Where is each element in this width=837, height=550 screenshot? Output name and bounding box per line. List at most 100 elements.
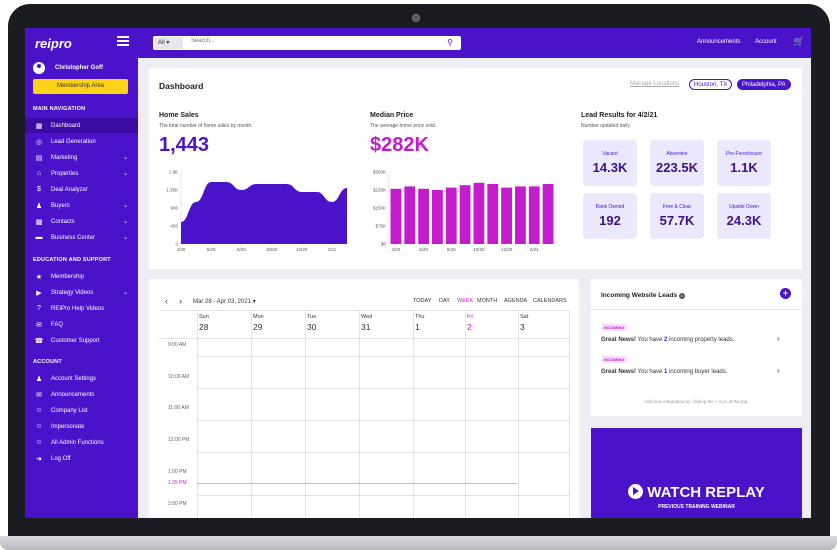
median-price-subtitle: The average home price sold.: [370, 123, 437, 129]
bar: [404, 186, 416, 244]
manage-locations-link[interactable]: Manage Locations: [630, 81, 680, 87]
sidebar-item-impersonate[interactable]: ☺ Impersonate: [35, 423, 85, 430]
group-icon: ☺: [35, 439, 43, 446]
sidebar-item-properties[interactable]: ⌂ Properties ⌄: [25, 166, 138, 181]
sidebar-item-deal-analyzer[interactable]: $ Deal Analyzer: [25, 182, 138, 197]
add-integration-button[interactable]: +: [780, 288, 791, 299]
cart-icon[interactable]: 🛒: [793, 36, 805, 46]
view-day[interactable]: DAY: [439, 298, 450, 304]
lead-tile-bank-owned[interactable]: Bank Owned 192: [583, 193, 637, 239]
view-calendars[interactable]: CALENDARS: [533, 298, 567, 304]
home-sales-title: Home Sales: [159, 112, 199, 119]
search-icon[interactable]: ⚲: [447, 38, 453, 47]
time-label: 10:00 AM: [168, 374, 190, 380]
day-header-today: Fri: [467, 314, 474, 320]
day-number[interactable]: 30: [307, 322, 317, 332]
x-tick-label: 4/20: [392, 247, 401, 252]
location-philadelphia[interactable]: Philadelphia, PA: [737, 79, 791, 90]
next-week-icon[interactable]: ›: [179, 296, 182, 306]
time-label: 9:00 AM: [168, 342, 187, 348]
sidebar-item-contacts[interactable]: ▩ Contacts ⌄: [35, 218, 128, 226]
main-nav-title: MAIN NAVIGATION: [33, 106, 86, 112]
search-input[interactable]: [191, 38, 431, 44]
x-tick-label: 12/20: [296, 247, 308, 252]
day-number[interactable]: 31: [361, 322, 371, 332]
sidebar-item-business-center[interactable]: ▬ Business Center ⌄: [35, 234, 129, 241]
sidebar-item-buyers[interactable]: ♟ Buyers ⌄: [35, 202, 128, 210]
sidebar-item-admin-functions[interactable]: ☺ All Admin Functions: [35, 439, 104, 446]
chevron-right-icon[interactable]: ›: [777, 366, 780, 375]
question-icon: ?: [37, 305, 41, 312]
sidebar-item-customer-support[interactable]: ☎ Customer Support: [34, 337, 100, 345]
sidebar-item-marketing[interactable]: ▤ Marketing ⌄: [35, 154, 128, 162]
view-agenda[interactable]: AGENDA: [504, 298, 528, 304]
top-bar: reipro All ▾ ⚲ Announcements Account 🛒: [25, 28, 811, 58]
incoming-badge: INCOMING: [601, 324, 628, 331]
y-tick-label: 450: [170, 224, 178, 229]
chevron-down-icon: ⌄: [122, 203, 128, 209]
y-tick-label: $225K: [373, 188, 386, 193]
announcements-link[interactable]: Announcements: [697, 39, 741, 45]
app-screen: reipro All ▾ ⚲ Announcements Account 🛒 C…: [25, 28, 811, 518]
current-time-line: [197, 483, 517, 484]
menu-icon[interactable]: [117, 36, 129, 46]
median-price-title: Median Price: [370, 112, 414, 119]
x-tick-label: 2/21: [328, 247, 337, 252]
location-houston[interactable]: Houston, TX: [689, 79, 733, 90]
lead-message[interactable]: Great News! You have 2 incoming property…: [601, 337, 735, 343]
day-column-line: [413, 310, 414, 518]
median-price-value: $282K: [370, 134, 429, 156]
sidebar-item-membership[interactable]: ★ Membership: [35, 273, 85, 281]
chevron-right-icon[interactable]: ›: [777, 334, 780, 343]
view-month[interactable]: MONTH: [477, 298, 498, 304]
sidebar-item-account-settings[interactable]: ♟ Account Settings: [35, 375, 97, 383]
sidebar-item-help-videos[interactable]: ? REIPro Help Videos: [25, 301, 138, 316]
bar: [528, 186, 540, 244]
time-label: 2:00 PM: [168, 501, 187, 507]
lead-tile-free-clear[interactable]: Free & Clear 57.7K: [650, 193, 704, 239]
search-category-select[interactable]: All ▾: [155, 37, 183, 49]
prev-week-icon[interactable]: ‹: [165, 296, 168, 306]
sidebar-item-strategy-videos[interactable]: ▶ Strategy Videos ⌄: [25, 285, 138, 300]
sidebar-item-lead-generation[interactable]: ◎ Lead Generation: [35, 138, 96, 146]
chevron-down-icon: ⌄: [122, 219, 128, 225]
home-icon: ⌂: [36, 170, 42, 177]
sidebar-item-dashboard[interactable]: ▦ Dashboard: [25, 118, 138, 133]
lead-tile-vacant[interactable]: Vacant 14.3K: [583, 140, 637, 186]
lead-results-title: Lead Results for 4/2/21: [581, 112, 658, 119]
user-profile[interactable]: Christopher Goff: [33, 62, 103, 74]
x-tick-label: 6/20: [419, 247, 428, 252]
sidebar-item-company-list[interactable]: ☺ Company List: [35, 407, 88, 414]
day-column-line: [305, 310, 306, 518]
info-icon[interactable]: i: [678, 293, 685, 299]
app-logo[interactable]: reipro: [35, 36, 72, 51]
lead-tile-upside-down[interactable]: Upside Down 24.3K: [717, 193, 771, 239]
bar: [432, 190, 443, 244]
search-bar: All ▾ ⚲: [153, 36, 461, 50]
sidebar-item-faq[interactable]: ✉ FAQ: [25, 317, 138, 332]
lead-message[interactable]: Great News! You have 1 incoming buyer le…: [601, 369, 728, 375]
lead-tile-pre-foreclosure[interactable]: Pre-Foreclosure 1.1K: [717, 140, 771, 186]
sidebar-item-announcements[interactable]: ✉ Announcements: [25, 387, 138, 402]
today-button[interactable]: TODAY: [413, 298, 432, 304]
bar: [542, 184, 554, 244]
x-tick-label: 8/20: [447, 247, 456, 252]
view-week[interactable]: WEEK: [457, 298, 474, 304]
lead-tile-absentee[interactable]: Absentee 223.5K: [650, 140, 704, 186]
watch-replay-banner[interactable]: WATCH REPLAY PREVIOUS TRAINING WEBINAR: [591, 428, 802, 518]
sidebar-item-log-off[interactable]: ➜ Log Off: [25, 451, 138, 466]
chevron-down-icon: ⌄: [122, 171, 128, 177]
day-number[interactable]: 1: [415, 322, 420, 332]
day-column-line: [518, 310, 519, 518]
day-number[interactable]: 3: [520, 322, 525, 332]
day-number[interactable]: 28: [199, 322, 209, 332]
membership-area-button[interactable]: Membership Area: [33, 79, 128, 94]
account-link[interactable]: Account: [755, 39, 777, 45]
day-number-today[interactable]: 2: [467, 322, 472, 332]
day-header: Tue: [307, 314, 317, 320]
day-number[interactable]: 29: [253, 322, 263, 332]
date-range-selector[interactable]: Mar 28 - Apr 03, 2021 ▾: [193, 299, 256, 305]
day-column-line: [569, 310, 570, 518]
y-tick-label: $0: [381, 242, 387, 247]
replay-subtitle: PREVIOUS TRAINING WEBINAR: [658, 504, 735, 510]
